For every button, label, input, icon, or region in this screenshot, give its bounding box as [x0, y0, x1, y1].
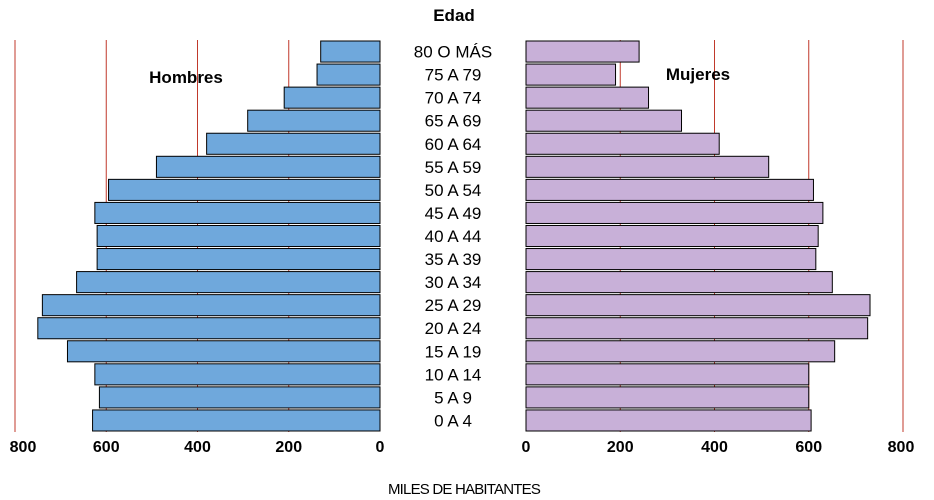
bar-mujeres-5	[525, 155, 770, 178]
bar-hombres-10	[76, 271, 381, 294]
hombres-bars	[37, 40, 381, 432]
bar-hombres-11	[41, 294, 381, 317]
age-label-10: 30 A 34	[425, 273, 482, 292]
age-label-3: 65 A 69	[425, 112, 482, 131]
age-label-2: 70 A 74	[425, 89, 482, 108]
age-label-4: 60 A 64	[425, 135, 482, 154]
tick-left-600: 600	[93, 439, 120, 456]
tick-right-600: 600	[795, 439, 822, 456]
bar-hombres-4	[206, 132, 381, 155]
bar-mujeres-0	[525, 40, 640, 63]
bar-hombres-8	[96, 224, 381, 248]
bar-hombres-15	[98, 386, 381, 409]
age-label-11: 25 A 29	[425, 296, 482, 315]
bar-hombres-2	[283, 86, 381, 109]
bar-mujeres-4	[525, 132, 720, 155]
bar-hombres-5	[155, 155, 381, 178]
bar-hombres-12	[37, 317, 381, 340]
bar-mujeres-11	[525, 294, 871, 317]
age-label-5: 55 A 59	[425, 158, 482, 177]
bar-hombres-14	[94, 363, 381, 386]
age-label-9: 35 A 39	[425, 250, 482, 269]
age-label-13: 15 A 19	[425, 342, 482, 361]
chart-title: Edad	[433, 6, 475, 25]
axis-ticks: 0 0 200 200 400 400 600 600 800 800	[10, 439, 915, 456]
bar-mujeres-2	[525, 86, 650, 109]
bar-hombres-0	[320, 40, 381, 63]
bar-hombres-16	[92, 409, 381, 432]
bar-hombres-1	[316, 63, 381, 86]
tick-right-800: 800	[888, 439, 915, 456]
bar-mujeres-8	[525, 224, 819, 248]
age-label-0: 80 O MÁS	[414, 43, 492, 62]
bar-mujeres-3	[525, 109, 683, 132]
mujeres-bars	[525, 40, 871, 432]
bar-mujeres-14	[525, 363, 810, 386]
series-label-hombres: Hombres	[149, 68, 223, 87]
bar-mujeres-15	[525, 386, 810, 409]
age-label-6: 50 A 54	[425, 181, 482, 200]
bar-mujeres-10	[525, 271, 833, 294]
bar-mujeres-6	[525, 178, 814, 201]
tick-left-800: 800	[10, 439, 37, 456]
bar-mujeres-9	[525, 248, 817, 271]
tick-left-200: 200	[275, 439, 302, 456]
tick-left-0: 0	[376, 439, 385, 456]
series-label-mujeres: Mujeres	[666, 65, 730, 84]
tick-right-0: 0	[522, 439, 531, 456]
x-axis-label: MILES DE HABITANTES	[388, 481, 541, 498]
age-label-1: 75 A 79	[425, 66, 482, 85]
age-label-7: 45 A 49	[425, 204, 482, 223]
age-label-8: 40 A 44	[425, 227, 482, 246]
bar-mujeres-7	[525, 201, 824, 224]
tick-left-400: 400	[184, 439, 211, 456]
age-group-labels: 80 O MÁS 75 A 79 70 A 74 65 A 69 60 A 64 55 A…	[414, 43, 492, 431]
bar-mujeres-12	[525, 317, 869, 340]
bar-hombres-9	[96, 248, 381, 271]
bar-hombres-13	[66, 340, 381, 363]
bar-hombres-7	[94, 201, 381, 224]
age-label-14: 10 A 14	[425, 365, 482, 384]
age-label-12: 20 A 24	[425, 319, 482, 338]
bar-mujeres-1	[525, 63, 617, 86]
tick-right-400: 400	[701, 439, 728, 456]
bar-hombres-3	[247, 109, 381, 132]
tick-right-200: 200	[607, 439, 634, 456]
age-label-16: 0 A 4	[434, 411, 472, 430]
age-label-15: 5 A 9	[434, 388, 472, 407]
bar-mujeres-13	[525, 340, 836, 363]
bar-hombres-6	[108, 178, 381, 201]
bar-mujeres-16	[525, 409, 812, 432]
